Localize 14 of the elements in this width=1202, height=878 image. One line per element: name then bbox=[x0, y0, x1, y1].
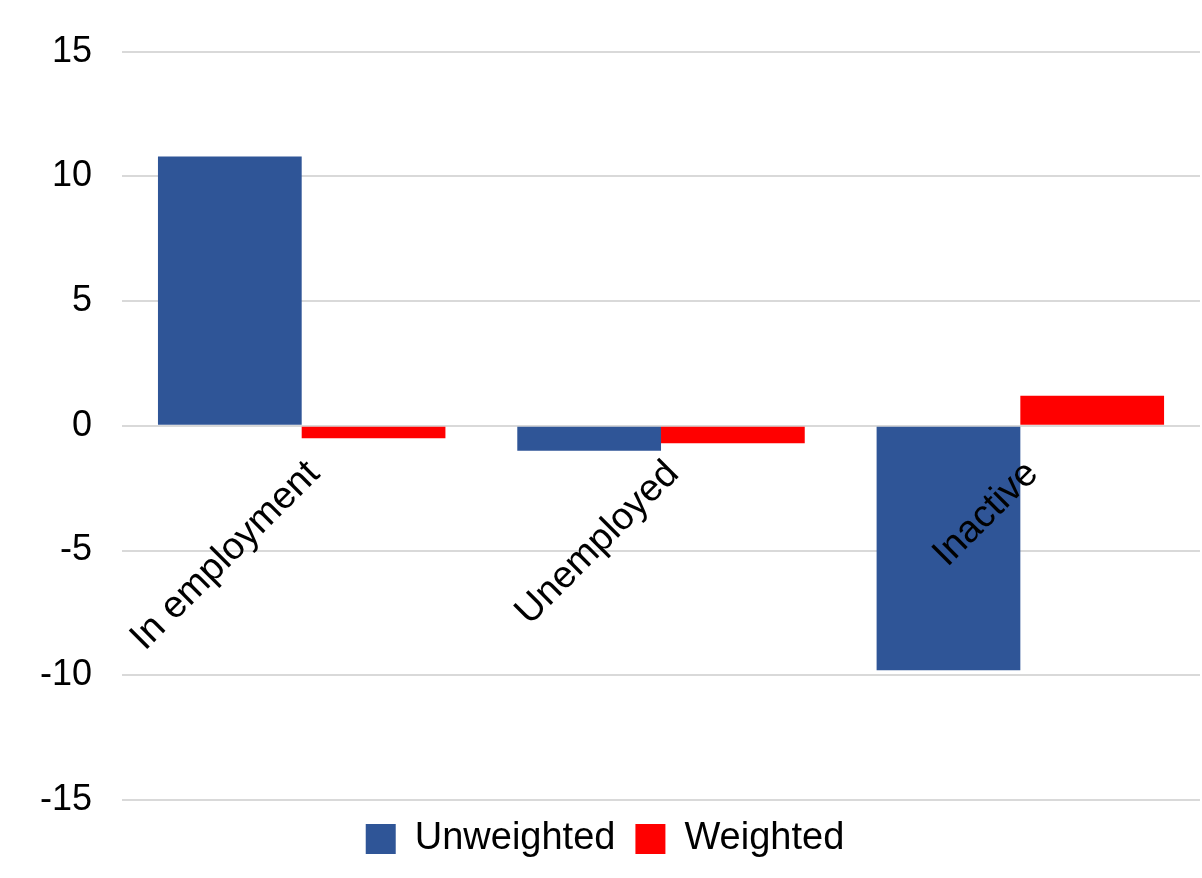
bar bbox=[517, 426, 662, 451]
bar bbox=[661, 426, 805, 444]
legend-label: Unweighted bbox=[414, 815, 616, 858]
bar bbox=[301, 426, 446, 439]
y-tick-label: 15 bbox=[51, 28, 93, 70]
legend-label: Weighted bbox=[684, 815, 845, 858]
bar bbox=[157, 156, 302, 425]
bar bbox=[1020, 395, 1165, 425]
y-tick-label: 0 bbox=[72, 402, 93, 444]
y-tick-label: -10 bbox=[40, 652, 93, 694]
y-tick-label: -15 bbox=[40, 776, 93, 818]
y-tick-label: 5 bbox=[72, 277, 93, 319]
y-tick-label: 10 bbox=[51, 153, 93, 195]
y-tick-label: -5 bbox=[60, 527, 93, 569]
